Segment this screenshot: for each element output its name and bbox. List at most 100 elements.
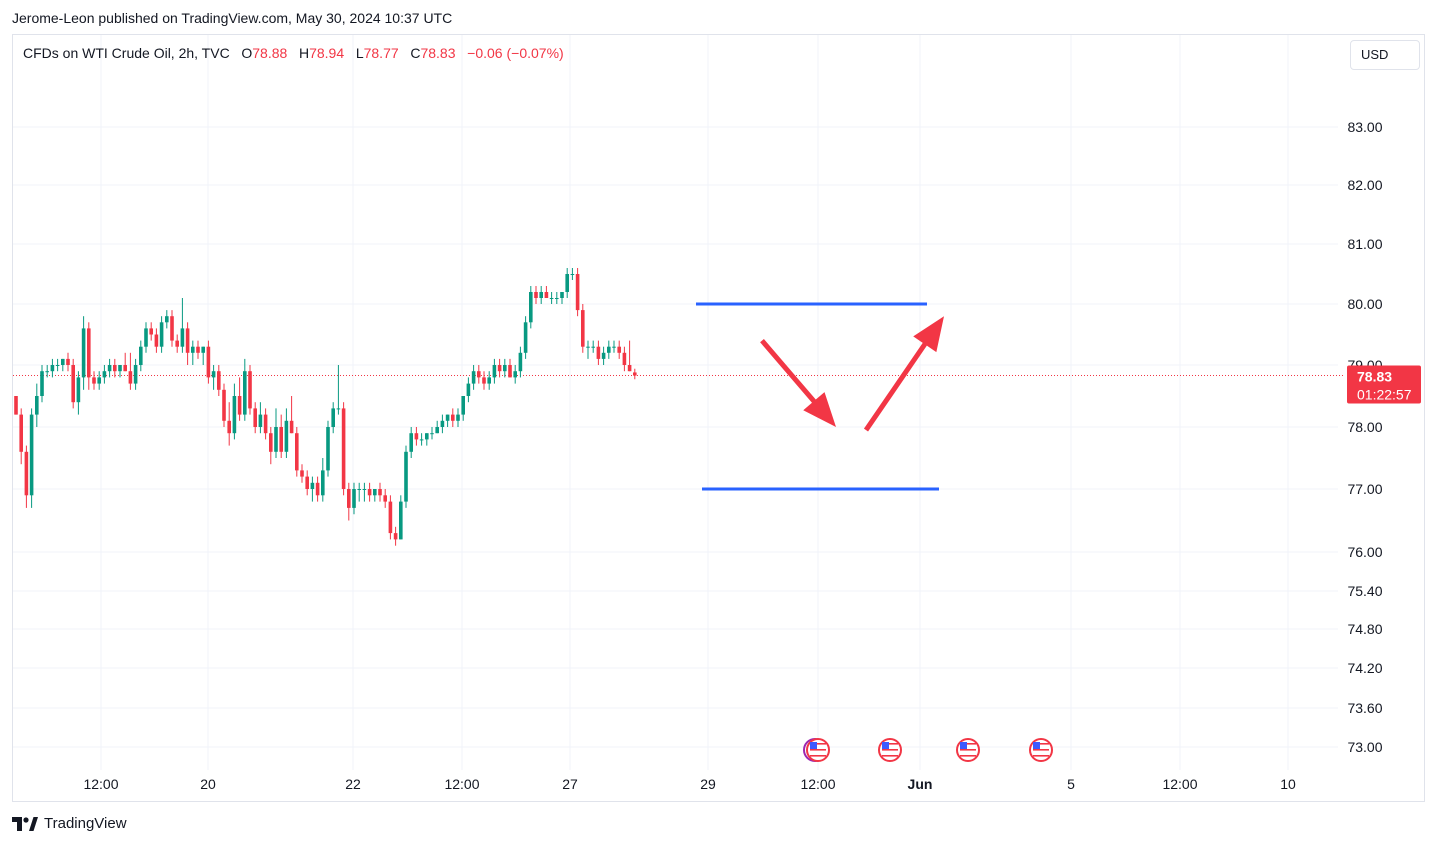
candle-body <box>14 396 18 415</box>
x-tick-label: 12:00 <box>1162 776 1197 792</box>
candle-body <box>97 377 101 384</box>
change-value: −0.06 (−0.07%) <box>467 45 564 61</box>
chart-frame <box>12 34 1425 802</box>
low-label: L <box>355 45 364 61</box>
candles <box>14 268 637 546</box>
open-label: O <box>241 45 253 61</box>
flag-stripe <box>1033 752 1049 754</box>
flag-stripe <box>960 749 976 751</box>
candle-body <box>367 489 372 496</box>
y-tick-label: 83.00 <box>1347 119 1382 135</box>
x-tick-label: 22 <box>345 776 361 792</box>
candle-body <box>518 352 523 372</box>
candle-body <box>144 328 148 347</box>
flag-stripe <box>810 743 826 745</box>
candle-body <box>378 489 382 496</box>
flag-stripe <box>960 743 976 745</box>
y-tick-label: 78.00 <box>1347 419 1382 435</box>
candle-body <box>352 489 356 508</box>
flag-stripe <box>1033 743 1049 745</box>
flag-stripe <box>882 743 898 745</box>
candle-body <box>549 298 554 299</box>
candle-body <box>165 316 169 323</box>
down-arrow <box>760 338 836 427</box>
candle-body <box>560 292 564 298</box>
candle-body <box>139 346 143 365</box>
candle-body <box>149 328 153 335</box>
candle-body <box>471 371 476 384</box>
candle-body <box>295 433 299 471</box>
candle-body <box>404 451 408 502</box>
candle-body <box>575 274 580 311</box>
candle-body <box>409 433 413 452</box>
candle-body <box>492 365 497 378</box>
candle-body <box>113 365 117 372</box>
x-tick-label: 12:00 <box>444 776 479 792</box>
candle-body <box>232 396 237 434</box>
y-tick-label: 80.00 <box>1347 296 1382 312</box>
x-tick-label: 27 <box>562 776 578 792</box>
candle-body <box>154 334 159 347</box>
flag-stripe <box>810 755 826 757</box>
candle-body <box>383 495 387 502</box>
flag-stripe <box>1033 749 1049 751</box>
candle-body <box>289 420 294 434</box>
candle-body <box>102 371 107 378</box>
candle-body <box>300 470 304 477</box>
candle-body <box>529 292 533 323</box>
candle-body <box>159 322 164 347</box>
tradingview-logo-icon <box>12 816 38 831</box>
candle-body <box>50 365 55 372</box>
candle-body <box>373 489 377 496</box>
candle-body <box>279 427 283 452</box>
flag-stripe <box>882 755 898 757</box>
low-value: 78.77 <box>363 45 399 61</box>
candle-body <box>607 346 611 353</box>
y-tick-label: 74.20 <box>1347 660 1382 676</box>
candle-body <box>196 346 200 353</box>
candle-body <box>61 358 65 365</box>
tradingview-footer[interactable]: TradingView <box>12 815 127 832</box>
level-lines <box>696 302 939 491</box>
candle-body <box>133 365 138 384</box>
candle-body <box>35 396 39 415</box>
candle-body <box>269 433 273 452</box>
candle-body <box>321 470 325 496</box>
candle-body <box>185 328 190 353</box>
currency-button[interactable]: USD <box>1350 40 1420 70</box>
candle-body <box>591 346 595 348</box>
candle-body <box>466 383 471 396</box>
candle-body <box>175 340 179 347</box>
flag-canton <box>960 742 967 749</box>
time-axis: 12:00 20 22 12:00 27 29 12:00 Jun 5 12:00 10 <box>83 776 1296 792</box>
us-flag-event-icon <box>1029 738 1053 762</box>
close-value: 78.83 <box>420 45 456 61</box>
countdown-label: 01:22:57 <box>1357 387 1412 403</box>
high-value: 78.94 <box>309 45 345 61</box>
y-tick-label: 73.60 <box>1347 700 1382 716</box>
candle-body <box>487 377 491 384</box>
last-price-tag-value: 78.83 <box>1357 369 1392 385</box>
candle-body <box>419 439 424 441</box>
candle-body <box>555 298 559 299</box>
candle-body <box>586 346 590 348</box>
y-tick-label: 82.00 <box>1347 177 1382 193</box>
candle-body <box>45 371 49 373</box>
symbol-legend: CFDs on WTI Crude Oil, 2h, TVC O78.88 H7… <box>23 45 564 61</box>
candle-body <box>29 414 34 496</box>
candle-body <box>399 501 403 540</box>
candle-body <box>55 365 60 366</box>
candle-body <box>513 371 517 378</box>
y-tick-label: 75.40 <box>1347 583 1382 599</box>
candle-body <box>118 365 122 372</box>
flag-stripe <box>960 755 976 757</box>
candle-body <box>461 396 465 415</box>
flag-stripe <box>810 749 826 751</box>
annotation-arrows <box>760 316 944 432</box>
candle-body <box>128 371 133 384</box>
candle-body <box>331 408 335 427</box>
candle-body <box>336 408 341 410</box>
candle-body <box>596 346 601 359</box>
candle-body <box>326 427 330 471</box>
